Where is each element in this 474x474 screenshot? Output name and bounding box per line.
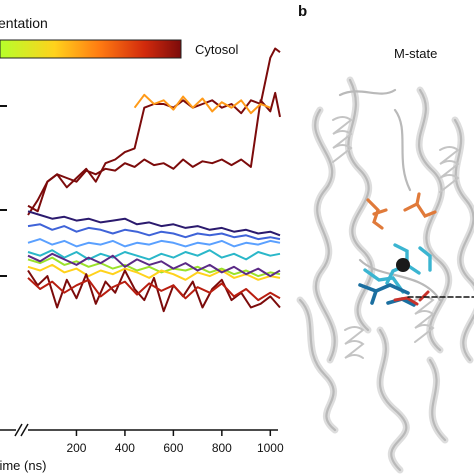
axis-break-icon — [14, 423, 29, 437]
x-tick-label: 1000 — [257, 441, 284, 455]
x-tick-label: 800 — [212, 441, 232, 455]
x-tick-label: 400 — [115, 441, 135, 455]
series-line — [133, 93, 271, 115]
colorbar-right-label: Cytosol — [195, 42, 238, 57]
colorbar-left-label: entation — [0, 15, 48, 31]
series-line — [27, 238, 281, 248]
state-label: M-state — [394, 46, 437, 61]
panel-letter: b — [298, 3, 307, 20]
series-line — [27, 223, 281, 241]
x-ticks: 200 400 600 800 1000 — [66, 430, 284, 455]
series-line — [27, 47, 281, 213]
series-line — [27, 277, 281, 302]
left-panel: entation Cytosol 200 400 600 800 1000 Time (… — [0, 15, 284, 473]
series-group — [27, 47, 281, 313]
series-line — [27, 252, 281, 278]
colorbar — [0, 39, 182, 59]
series-line — [27, 249, 281, 261]
right-panel: b M-state — [296, 3, 474, 474]
x-tick-label: 600 — [163, 441, 183, 455]
x-axis-label: Time (ns) — [0, 458, 46, 473]
series-line — [27, 269, 281, 313]
series-line — [27, 210, 281, 237]
x-tick-label: 200 — [66, 441, 86, 455]
series-line — [27, 91, 281, 216]
series-line — [27, 263, 281, 281]
protein-structure-image — [296, 76, 474, 474]
